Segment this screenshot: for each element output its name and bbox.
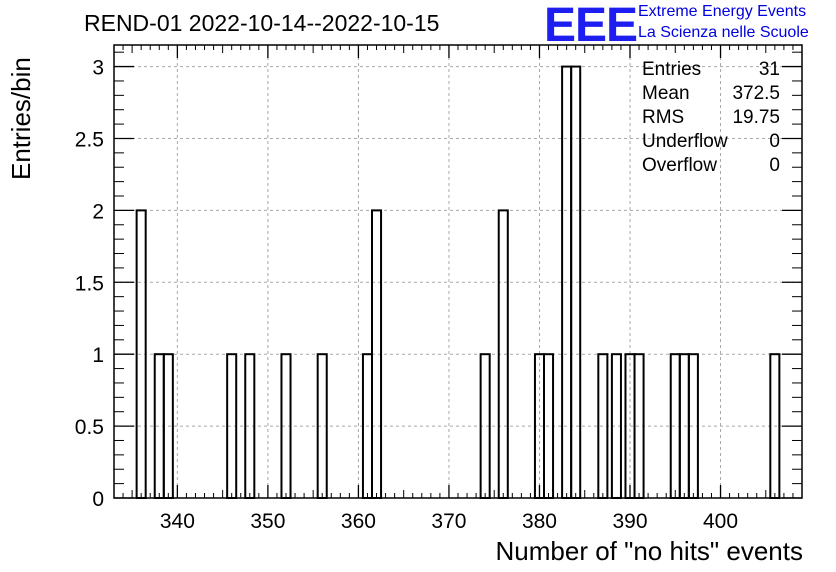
x-tick-label: 370 — [431, 510, 466, 533]
x-tick-label: 390 — [612, 510, 647, 533]
logo-caption-line1: Extreme Energy Events — [638, 3, 807, 20]
y-tick-label: 1 — [92, 344, 104, 367]
stats-box: Entries 31 Mean 372.5 RMS 19.75 Underflo… — [642, 60, 780, 180]
y-tick-label: 2 — [92, 200, 104, 223]
x-tick-label: 360 — [341, 510, 376, 533]
stat-mean: Mean 372.5 — [642, 84, 780, 108]
stat-overflow: Overflow 0 — [642, 156, 780, 180]
stat-value: 372.5 — [732, 83, 780, 104]
stat-value: 31 — [758, 59, 780, 80]
x-tick-label: 340 — [160, 510, 195, 533]
stat-underflow: Underflow 0 — [642, 132, 780, 156]
stat-label: Overflow — [642, 155, 717, 176]
y-tick-label: 0 — [92, 488, 104, 511]
stat-label: Underflow — [642, 131, 728, 152]
eee-logo: EEE — [544, 0, 638, 52]
stat-label: RMS — [642, 107, 685, 128]
chart-title: REND-01 2022-10-14--2022-10-15 — [84, 10, 440, 36]
y-tick-label: 1.5 — [75, 272, 104, 295]
stat-label: Entries — [642, 59, 702, 80]
logo-caption-line2: La Scienza nelle Scuole — [638, 24, 809, 41]
stat-rms: RMS 19.75 — [642, 108, 780, 132]
x-tick-label: 350 — [250, 510, 285, 533]
stat-label: Mean — [642, 83, 690, 104]
x-axis-label: Number of "no hits" events — [495, 536, 804, 566]
x-tick-label: 380 — [522, 510, 557, 533]
stat-value: 0 — [769, 155, 780, 176]
y-axis-label: Entries/bin — [6, 57, 36, 180]
y-tick-label: 2.5 — [75, 128, 104, 151]
y-tick-label: 3 — [92, 57, 104, 80]
y-tick-label: 0.5 — [75, 416, 104, 439]
stat-value: 19.75 — [732, 107, 780, 128]
stat-value: 0 — [769, 131, 780, 152]
stat-entries: Entries 31 — [642, 60, 780, 84]
x-tick-label: 400 — [703, 510, 738, 533]
